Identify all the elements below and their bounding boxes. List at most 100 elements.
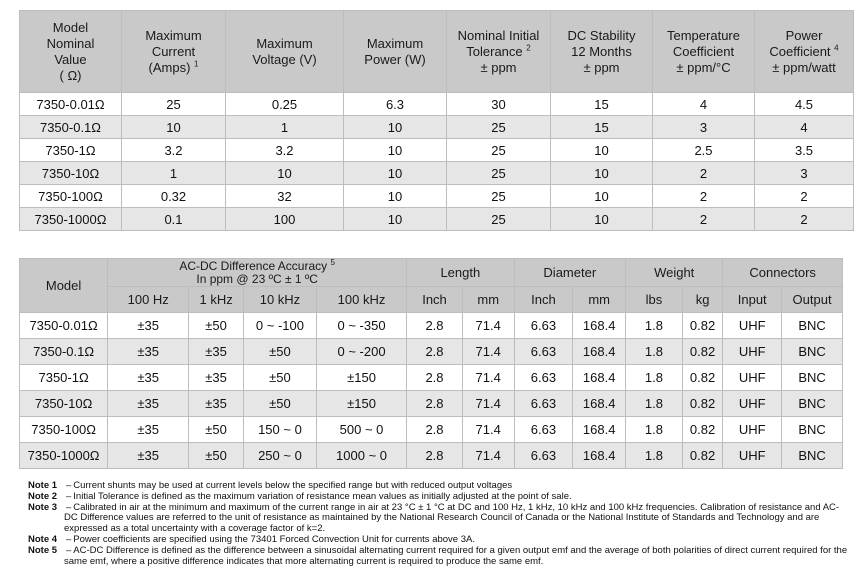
note-item: Note 2 – Initial Tolerance is defined as t… (28, 490, 848, 503)
value-cell: 0.82 (681, 390, 724, 417)
model-cell: 7350-100Ω (18, 416, 109, 443)
value-cell: 10 (343, 207, 447, 231)
specifications-row: 7350-0.1Ω 10 1 10 25 15 3 4 (19, 115, 854, 139)
value-cell: ±35 (107, 364, 190, 391)
value-cell: ±35 (107, 416, 190, 443)
ac-dc-physical-row: 7350-100Ω ±35 ±50 150 ~ 0 500 ~ 0 2.8 71.4 6.63… (18, 416, 843, 443)
value-cell: 500 ~ 0 (315, 416, 408, 443)
model-cell: 7350-10Ω (18, 390, 109, 417)
value-cell: 10 (550, 207, 653, 231)
value-cell: 25 (446, 184, 551, 208)
value-cell: 1.8 (625, 416, 683, 443)
value-cell: 6.63 (513, 338, 574, 365)
value-cell: ±35 (107, 442, 190, 469)
model-cell: 7350-10Ω (19, 161, 122, 185)
col-header-max-current: Maximum Current (Amps) 1 (121, 10, 226, 93)
sub-header-100hz: 100 Hz (107, 286, 190, 313)
ac-dc-physical-row: 7350-0.01Ω ±35 ±50 0 ~ -100 0 ~ -350 2.8 71.4 6… (18, 312, 843, 339)
value-cell: BNC (781, 390, 843, 417)
note-item: Note 4 – Power coefficients are specified … (28, 533, 848, 546)
value-cell: 2 (754, 184, 854, 208)
value-cell: 71.4 (461, 312, 515, 339)
value-cell: 10 (550, 161, 653, 185)
value-cell: 6.63 (513, 416, 574, 443)
value-cell: ±35 (188, 338, 244, 365)
ac-dc-physical-row: 7350-1000Ω ±35 ±50 250 ~ 0 1000 ~ 0 2.8 71.4 6.… (18, 442, 843, 469)
ac-dc-physical-table: Model AC-DC Difference Accuracy 5 In ppm… (18, 258, 843, 469)
value-cell: ±35 (188, 390, 244, 417)
specifications-row: 7350-0.01Ω 25 0.25 6.3 30 15 4 4.5 (19, 92, 854, 116)
value-cell: 71.4 (461, 364, 515, 391)
note-item: Note 3 – Calibrated in air at the minimum … (28, 502, 848, 535)
col-group-weight: Weight (625, 258, 724, 287)
note-text: – Initial Tolerance is defined as the max… (66, 490, 572, 502)
col-group-diameter: Diameter (513, 258, 627, 287)
value-cell: 6.63 (513, 442, 574, 469)
value-cell: 250 ~ 0 (242, 442, 317, 469)
sub-header-10khz: 10 kHz (242, 286, 317, 313)
note-label: Note 2 (28, 490, 58, 502)
specifications-table: Model Nominal Value ( Ω) Maximum Current… (19, 10, 854, 231)
value-cell: 168.4 (572, 338, 627, 365)
value-cell: UHF (722, 338, 783, 365)
model-cell: 7350-1Ω (19, 138, 122, 162)
value-cell: 10 (550, 138, 653, 162)
note-item: Note 1 – Current shunts may be used at cur… (28, 480, 848, 492)
value-cell: ±50 (188, 442, 244, 469)
value-cell: 71.4 (461, 442, 515, 469)
sub-header-length-mm: mm (461, 286, 515, 313)
value-cell: 2.8 (406, 312, 463, 339)
value-cell: 2.5 (652, 138, 755, 162)
value-cell: 25 (446, 138, 551, 162)
value-cell: 71.4 (461, 390, 515, 417)
col-header-temperature-coefficient: Temperature Coefficient ± ppm/°C (652, 10, 755, 93)
value-cell: ±50 (242, 390, 317, 417)
value-cell: 150 ~ 0 (242, 416, 317, 443)
value-cell: 1.8 (625, 312, 683, 339)
value-cell: 0.82 (681, 364, 724, 391)
value-cell: 2.8 (406, 442, 463, 469)
value-cell: BNC (781, 442, 843, 469)
value-cell: 71.4 (461, 338, 515, 365)
value-cell: ±50 (188, 416, 244, 443)
note-text: – AC-DC Difference is defined as the diff… (64, 544, 848, 567)
value-cell: 168.4 (572, 312, 627, 339)
model-cell: 7350-0.1Ω (18, 338, 109, 365)
value-cell: 2.8 (406, 338, 463, 365)
value-cell: 0.82 (681, 442, 724, 469)
value-cell: 6.63 (513, 312, 574, 339)
value-cell: BNC (781, 338, 843, 365)
value-cell: 4 (652, 92, 755, 116)
value-cell: 1 (225, 115, 344, 139)
value-cell: 1 (121, 161, 226, 185)
value-cell: 168.4 (572, 390, 627, 417)
model-cell: 7350-0.1Ω (19, 115, 122, 139)
value-cell: ±150 (315, 390, 408, 417)
note-label: Note 4 (28, 533, 58, 545)
value-cell: UHF (722, 442, 783, 469)
value-cell: 4.5 (754, 92, 854, 116)
value-cell: 3 (754, 161, 854, 185)
value-cell: BNC (781, 364, 843, 391)
value-cell: 3.2 (225, 138, 344, 162)
note-label: Note 5 (28, 544, 58, 556)
value-cell: ±50 (188, 312, 244, 339)
value-cell: UHF (722, 390, 783, 417)
col-header-model-nominal-value: Model Nominal Value ( Ω) (19, 10, 122, 93)
value-cell: 2 (652, 207, 755, 231)
col-group-acdc-accuracy: AC-DC Difference Accuracy 5 In ppm @ 23 … (107, 258, 408, 287)
value-cell: 0.82 (681, 338, 724, 365)
value-cell: 0 ~ -350 (315, 312, 408, 339)
specifications-row: 7350-1000Ω 0.1 100 10 25 10 2 2 (19, 207, 854, 231)
specifications-row: 7350-1Ω 3.2 3.2 10 25 10 2.5 3.5 (19, 138, 854, 162)
note-item: Note 5 – AC-DC Difference is defined as th… (28, 544, 848, 568)
value-cell: 3 (652, 115, 755, 139)
value-cell: 3.2 (121, 138, 226, 162)
value-cell: 10 (343, 161, 447, 185)
value-cell: ±35 (188, 364, 244, 391)
sub-header-weight-lbs: lbs (625, 286, 683, 313)
sub-header-input: Input (722, 286, 783, 313)
model-cell: 7350-1Ω (18, 364, 109, 391)
sub-header-1khz: 1 kHz (188, 286, 244, 313)
value-cell: UHF (722, 312, 783, 339)
